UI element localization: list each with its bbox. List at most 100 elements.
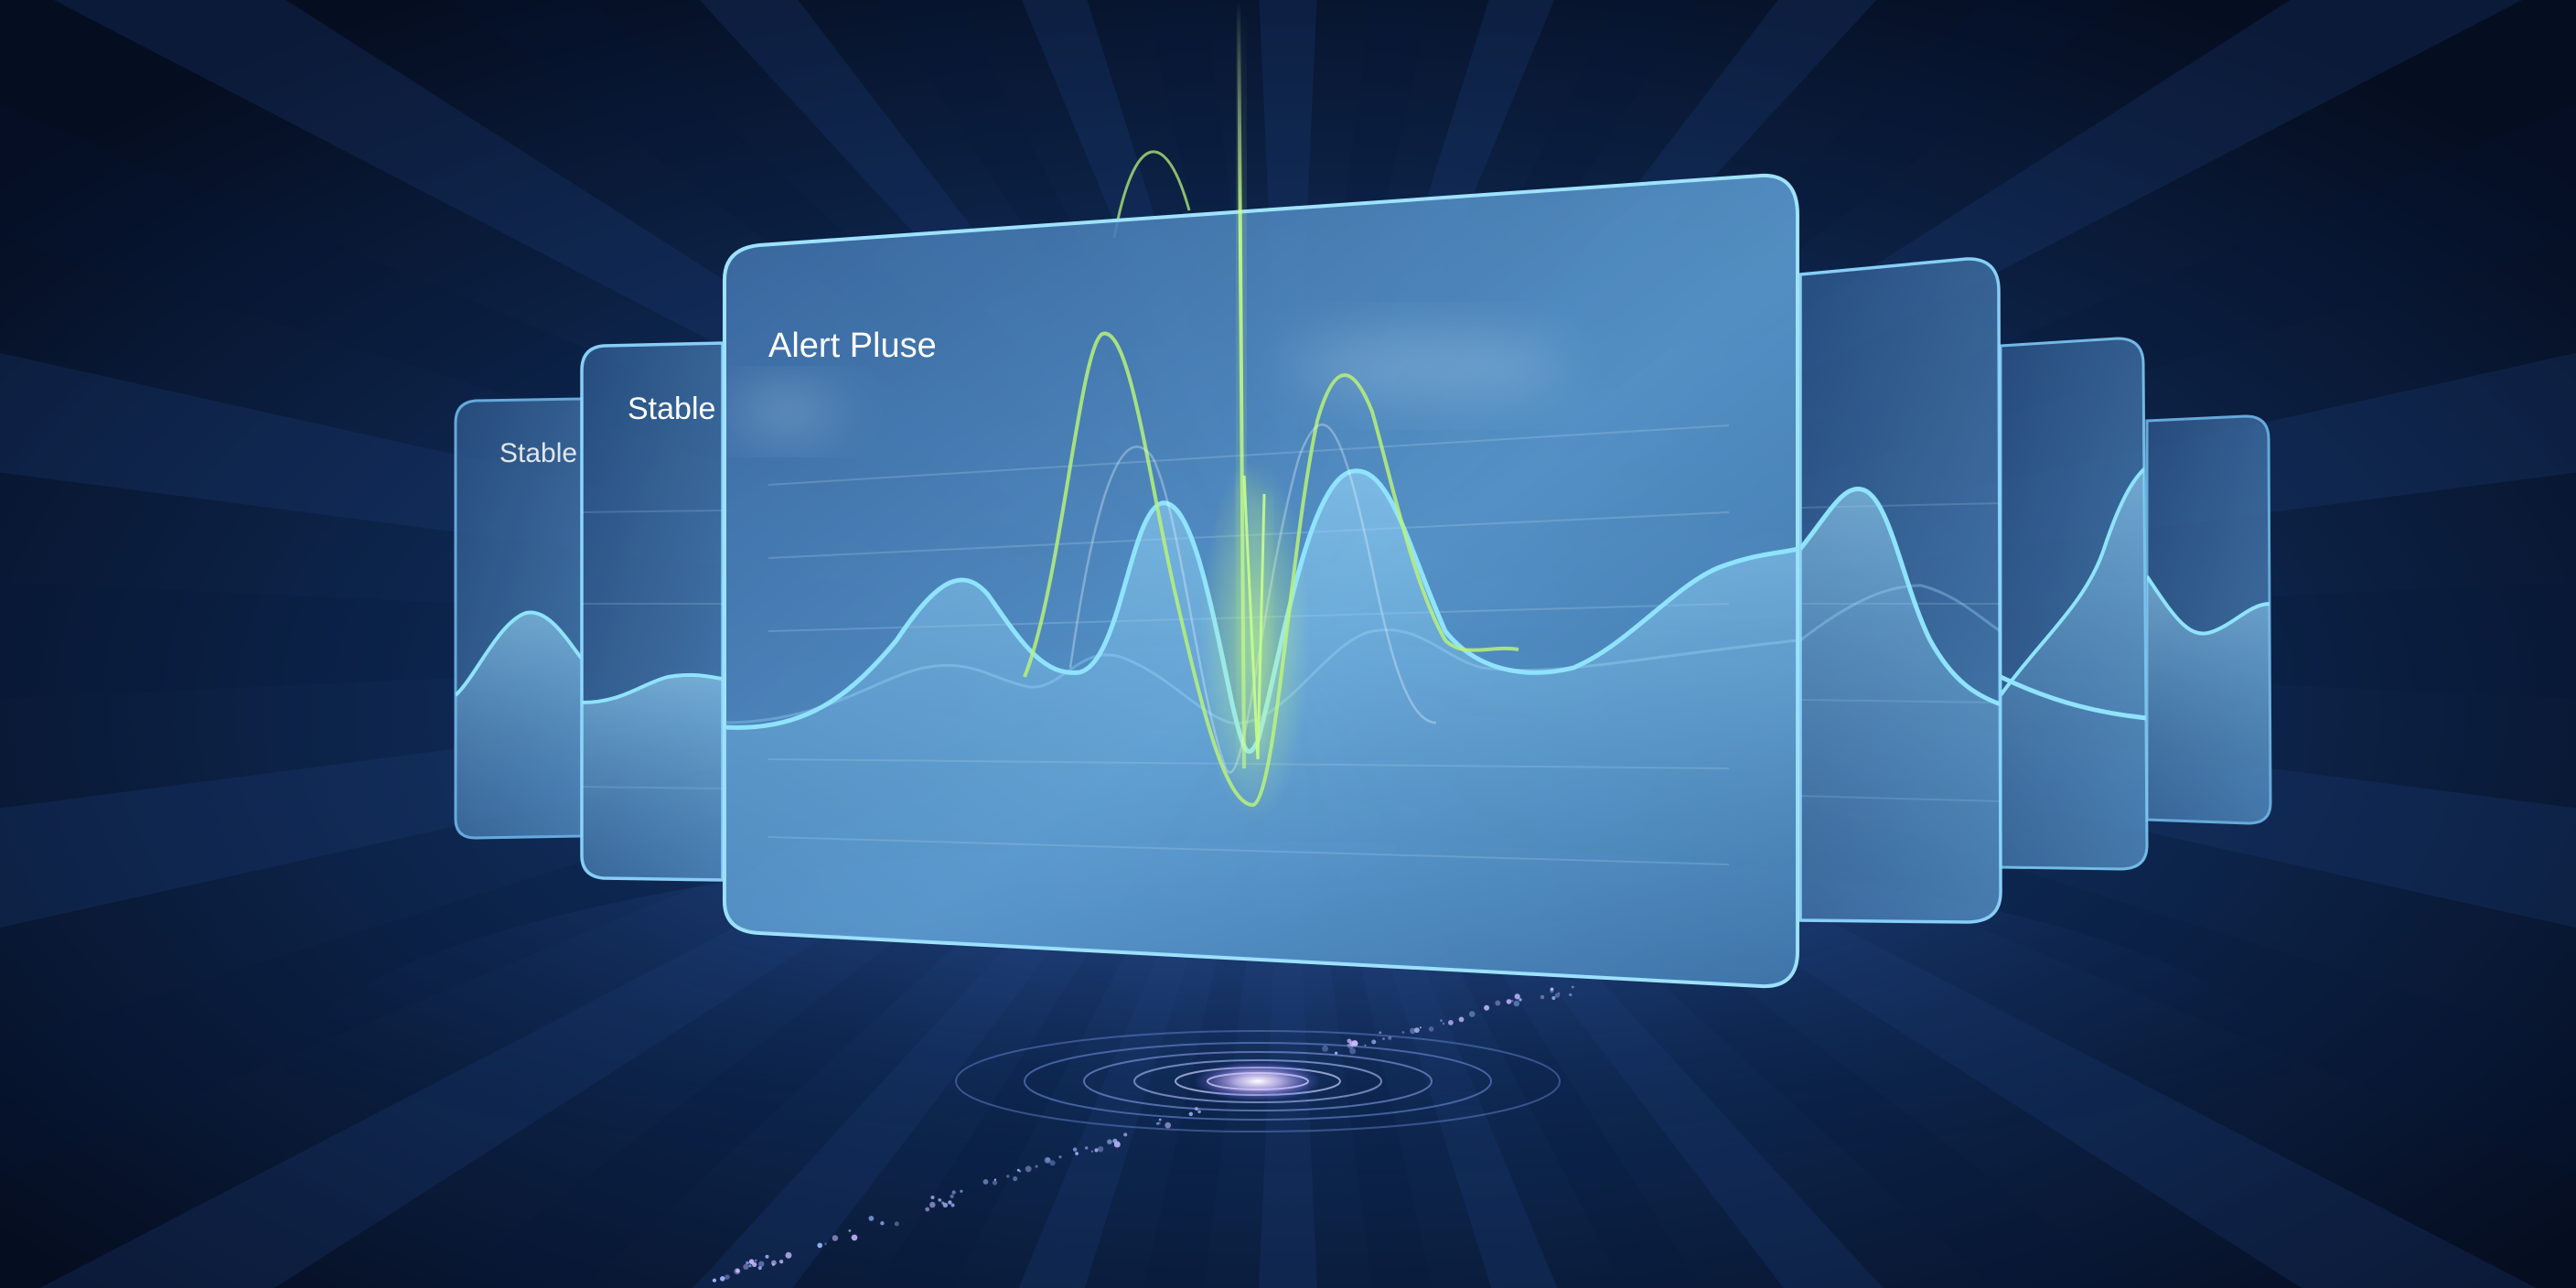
sparkle [1410, 1027, 1416, 1035]
sparkle [1085, 1146, 1089, 1150]
sparkle [1335, 1051, 1338, 1055]
sparkle [724, 1274, 730, 1280]
sparkle [1510, 999, 1514, 1003]
sparkle [1090, 1150, 1093, 1153]
card-far-right [1999, 337, 2149, 871]
sparkle [950, 1203, 955, 1208]
sparkle [942, 1202, 949, 1208]
sparkle [1123, 1132, 1128, 1137]
sparkle [1428, 1026, 1434, 1032]
sparkle [743, 1263, 749, 1270]
sparkle [1364, 1044, 1367, 1046]
sparkle [1072, 1147, 1078, 1152]
sparkle [1046, 1157, 1050, 1163]
sparkle [1554, 993, 1561, 998]
sparkle [1094, 1148, 1099, 1153]
sparkle [992, 1180, 998, 1186]
sparkle [925, 1207, 930, 1212]
sparkle [780, 1261, 783, 1264]
sparkle [868, 1216, 875, 1221]
sparkle [1158, 1118, 1162, 1122]
sparkle [1442, 1022, 1445, 1025]
sparkle [720, 1276, 725, 1282]
sparkle [1049, 1160, 1056, 1166]
sparkle [824, 1242, 827, 1245]
sparkle [1058, 1155, 1062, 1159]
sparkle [1484, 1004, 1490, 1011]
card-far-left: Stable [454, 397, 584, 840]
sparkle [1401, 1031, 1405, 1034]
sparkle [960, 1189, 963, 1193]
sparkle [1075, 1152, 1079, 1155]
sparkle [1112, 1138, 1118, 1143]
light-ray [1144, 0, 1288, 640]
card-edge-right [2145, 414, 2272, 825]
sparkle [1382, 1037, 1385, 1040]
sparkle [1097, 1146, 1104, 1153]
sparkle [1025, 1165, 1032, 1173]
sparkle [1035, 1165, 1038, 1168]
sparkle [938, 1198, 942, 1202]
sparkle [785, 1251, 792, 1259]
sparkle [1414, 1027, 1420, 1033]
sparkle [1379, 1031, 1382, 1035]
sparkle [1514, 993, 1520, 1000]
sparkle [1155, 1122, 1160, 1125]
sparkle [851, 1234, 858, 1241]
sparkle [1188, 1111, 1194, 1117]
sparkle [951, 1190, 956, 1195]
sparkle [748, 1264, 752, 1268]
sparkle [1419, 1026, 1422, 1029]
sparkle [746, 1261, 749, 1265]
card-mid-left: Stable [580, 341, 724, 882]
sparkle [1347, 1044, 1349, 1046]
sparkle [712, 1278, 717, 1283]
sparkle [1107, 1139, 1112, 1144]
sparkle [1371, 1039, 1377, 1045]
sparkle [758, 1261, 765, 1267]
light-ray [53, 0, 1288, 640]
sparkle [894, 1221, 899, 1227]
sparkle [735, 1268, 740, 1273]
sparkle [1351, 1040, 1358, 1046]
card-mid-right [1798, 257, 2002, 924]
sparkle [757, 1266, 762, 1271]
alert-wave-overflow [1112, 150, 1191, 239]
sparkle [817, 1242, 822, 1249]
sparkle [1013, 1175, 1018, 1182]
sparkle [1540, 994, 1545, 1000]
sparkle [929, 1201, 936, 1208]
sparkle [948, 1200, 952, 1205]
sparkle [1016, 1168, 1020, 1172]
sparkle [1495, 1000, 1501, 1006]
card-main-title: Alert Pluse [768, 327, 937, 365]
sparkle [1571, 985, 1574, 989]
sparkle [1197, 1110, 1201, 1114]
pulse-emitter [955, 961, 1561, 1132]
sparkle [1388, 1036, 1392, 1040]
sparkle [832, 1235, 839, 1241]
sparkle [993, 1178, 997, 1181]
sparkle [765, 1254, 769, 1259]
sparkle [1006, 1175, 1010, 1178]
card-far-left-title: Stable [499, 438, 577, 468]
sparkle [930, 1196, 935, 1199]
sparkle [1165, 1122, 1172, 1129]
sparkle [848, 1229, 852, 1232]
sparkle [1550, 987, 1554, 992]
sparkle [752, 1261, 757, 1268]
sparkle [1519, 998, 1522, 1002]
sparkle [1322, 1045, 1329, 1052]
sparkle [1558, 992, 1561, 995]
sparkle [1468, 1011, 1476, 1017]
sparkle [1448, 1020, 1454, 1025]
sparkle [880, 1221, 885, 1226]
sparkle [712, 1279, 714, 1282]
sparkle [771, 1260, 777, 1266]
card-mid-left-title: Stable [628, 392, 715, 426]
sparkle-trail [712, 985, 1574, 1283]
sparkle [1440, 1019, 1443, 1023]
sparkle [1349, 1047, 1357, 1055]
sparkle [1044, 1156, 1051, 1164]
